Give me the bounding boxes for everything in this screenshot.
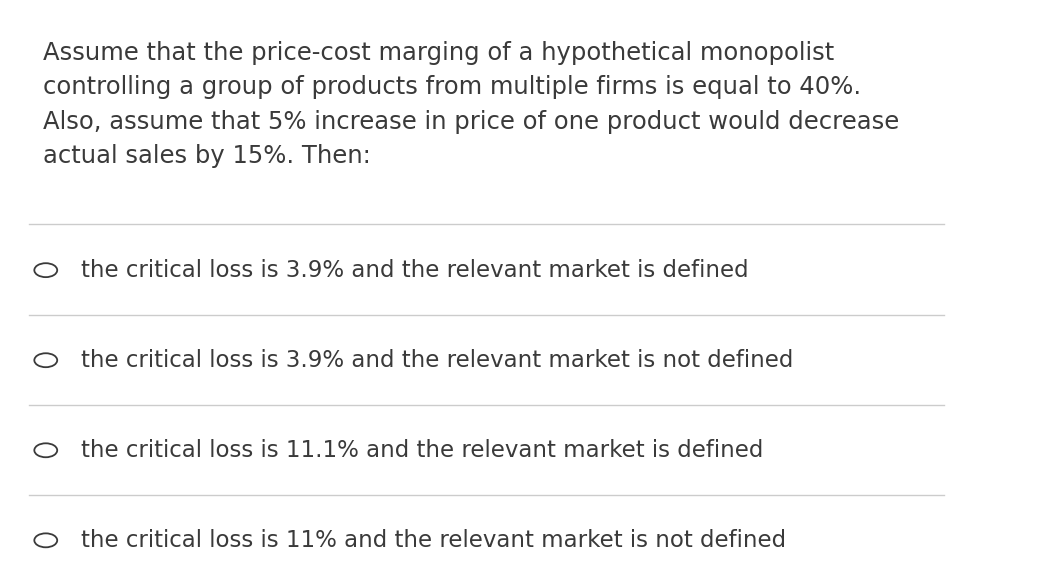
Text: the critical loss is 3.9% and the relevant market is not defined: the critical loss is 3.9% and the releva… xyxy=(81,349,794,372)
Text: Assume that the price-cost marging of a hypothetical monopolist
controlling a gr: Assume that the price-cost marging of a … xyxy=(43,41,900,168)
Text: the critical loss is 11.1% and the relevant market is defined: the critical loss is 11.1% and the relev… xyxy=(81,439,763,462)
Text: the critical loss is 11% and the relevant market is not defined: the critical loss is 11% and the relevan… xyxy=(81,529,786,552)
Text: the critical loss is 3.9% and the relevant market is defined: the critical loss is 3.9% and the releva… xyxy=(81,259,749,282)
